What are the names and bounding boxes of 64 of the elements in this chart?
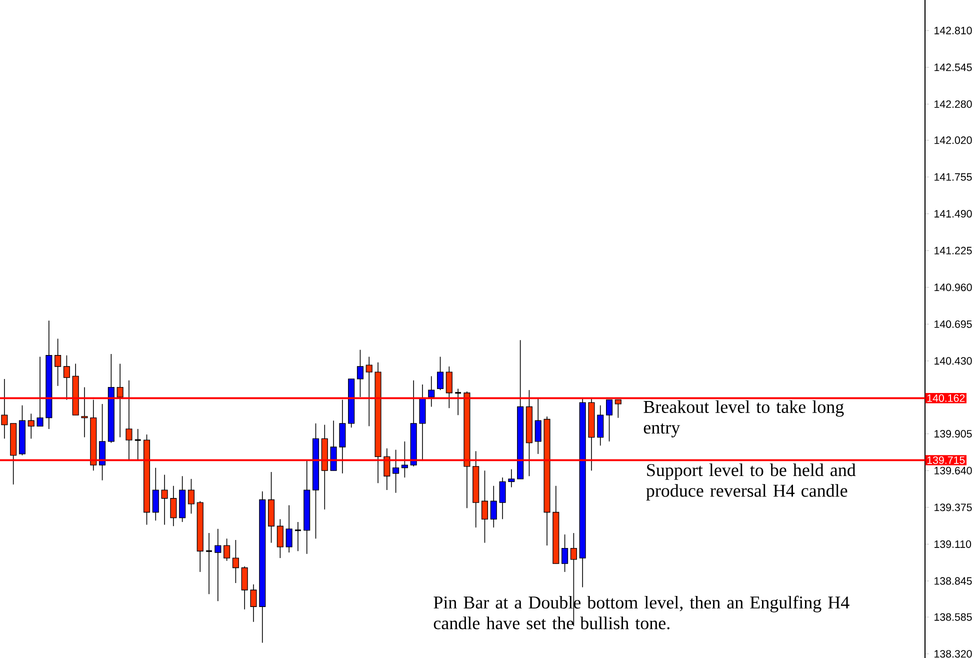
y-tick-label: 140.430: [934, 357, 972, 365]
candlestick: [241, 566, 248, 610]
y-tick-label: 140.695: [934, 320, 972, 328]
candlestick: [508, 468, 515, 488]
candlestick: [214, 528, 222, 602]
y-tick-label: 141.755: [934, 173, 972, 181]
candlestick: [232, 540, 239, 584]
y-tick-label: 142.280: [934, 100, 972, 108]
candlestick: [499, 477, 506, 520]
y-tick-label: 140.960: [934, 284, 972, 292]
candlestick: [152, 467, 159, 521]
y-tick-label: 139.375: [934, 504, 972, 512]
candlestick: [339, 399, 346, 474]
y-tick-label: 139.905: [934, 430, 972, 438]
candlestick: [224, 538, 230, 562]
candlestick: [330, 420, 337, 471]
candlestick: [454, 388, 462, 416]
candlestick: [54, 338, 62, 386]
candlestick: [294, 522, 302, 552]
candlestick: [116, 363, 124, 438]
candlestick: [63, 354, 70, 400]
candlestick: [534, 398, 542, 454]
y-tick-label: 142.545: [934, 64, 972, 72]
y-tick-label: 138.845: [934, 577, 972, 585]
y-tick-label: 142.020: [934, 136, 972, 144]
y-tick-label: 141.490: [934, 210, 972, 218]
candlestick: [99, 404, 106, 481]
candlestick: [1, 378, 8, 440]
y-tick-label: 138.320: [934, 650, 972, 658]
candlestick: [161, 474, 168, 526]
candlestick: [366, 356, 372, 427]
candlestick: [356, 349, 364, 398]
candlestick: [392, 449, 400, 494]
candlestick: [28, 413, 34, 440]
candlestick: [36, 356, 44, 427]
candlestick: [490, 485, 497, 528]
candlestick: [597, 404, 604, 446]
y-tick-label: 142.810: [934, 26, 972, 34]
candlestick: [614, 399, 622, 418]
candlestick: [428, 376, 435, 408]
candlestick: [437, 356, 444, 390]
y-tick-label: 141.225: [934, 246, 972, 254]
candlestick: [562, 534, 568, 572]
candlestick: [606, 399, 613, 442]
candlestick: [81, 386, 88, 438]
y-tick-label: 139.640: [934, 466, 972, 474]
candlestick: [384, 448, 390, 490]
candlestick: [250, 584, 257, 622]
candlestick: [188, 478, 194, 514]
candlestick: [126, 380, 132, 460]
candlestick: [446, 366, 452, 409]
candlestick: [286, 504, 292, 553]
y-tick-label: 138.585: [934, 613, 972, 621]
annotation: Breakout level to take long entry: [644, 400, 844, 438]
annotation: Support level to be held and produce reversal H4 candle: [646, 464, 856, 500]
y-tick-label: 139.110: [934, 540, 972, 548]
candlestick: [134, 428, 142, 460]
candlestick: [170, 485, 177, 527]
candlestick: [205, 532, 213, 595]
candlestick: [401, 441, 408, 478]
ref-line-label: 139.715: [927, 456, 965, 464]
ref-line-label: 140.162: [927, 394, 965, 402]
candlestick: [276, 518, 284, 558]
candlestick: [481, 470, 488, 544]
